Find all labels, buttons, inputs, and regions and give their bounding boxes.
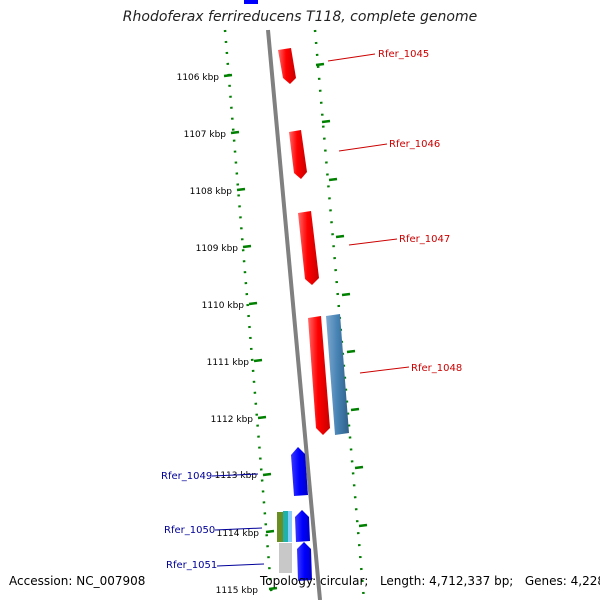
gene-rfer-1047[interactable]: Rfer_1047 — [298, 211, 450, 285]
gene-rfer-1045[interactable]: Rfer_1045 — [278, 48, 429, 84]
gene-leader-line — [348, 238, 398, 246]
feature-block — [326, 314, 349, 435]
tick-label: 1106 kbp — [177, 73, 220, 83]
gene-leader-line — [216, 563, 265, 567]
left-tick-track — [223, 29, 274, 600]
genome-backbone — [266, 29, 322, 600]
tick-label: 1111 kbp — [207, 358, 250, 368]
feature-block — [277, 512, 283, 542]
tick-1106: 1106 kbp — [177, 73, 233, 83]
gene-leader-line — [338, 143, 388, 152]
gene-arrow[interactable] — [297, 542, 312, 581]
gene-label[interactable]: Rfer_1050 — [164, 525, 215, 536]
topology-text: Topology: circular; — [260, 574, 369, 588]
gene-arrow[interactable] — [295, 510, 310, 542]
genome-summary: Topology: circular; Length: 4,712,337 bp… — [260, 574, 600, 588]
gene-arrow[interactable] — [291, 447, 308, 496]
gene-partial-top — [244, 0, 258, 4]
tick-1115: 1115 kbp — [216, 586, 278, 596]
tick-label: 1113 kbp — [215, 471, 258, 481]
tick-label: 1110 kbp — [202, 301, 245, 311]
tick-label: 1108 kbp — [190, 187, 233, 197]
tick-1112: 1112 kbp — [211, 415, 267, 425]
feature-block — [288, 511, 292, 542]
tick-1113: 1113 kbp — [215, 471, 272, 481]
gene-arrow[interactable] — [308, 316, 330, 435]
tick-1114: 1114 kbp — [217, 529, 275, 539]
gene-rfer-1049[interactable]: Rfer_1049 — [161, 447, 308, 496]
tick-label: 1112 kbp — [211, 415, 254, 425]
gene-arrow[interactable] — [298, 211, 319, 285]
gene-rfer-1046[interactable]: Rfer_1046 — [289, 130, 440, 179]
tick-label: 1114 kbp — [217, 529, 260, 539]
gene-count-text: Genes: 4,228 — [524, 574, 600, 588]
feature-block — [283, 511, 288, 542]
tick-label: 1115 kbp — [216, 586, 259, 596]
tick-1108: 1108 kbp — [190, 187, 246, 197]
gene-label[interactable]: Rfer_1051 — [166, 560, 217, 571]
gene-rfer-1048[interactable]: Rfer_1048 — [308, 314, 462, 435]
gene-leader-line — [327, 53, 376, 62]
gene-leader-line — [214, 527, 263, 531]
gene-rfer-1051[interactable]: Rfer_1051 — [166, 542, 312, 581]
gene-rfer-1050[interactable]: Rfer_1050 — [164, 510, 310, 542]
feature-block — [279, 543, 292, 573]
gene-arrow[interactable] — [289, 130, 307, 179]
gene-label[interactable]: Rfer_1045 — [378, 49, 429, 60]
gene-leader-line — [359, 366, 410, 374]
tick-1107: 1107 kbp — [184, 130, 240, 140]
tick-1111: 1111 kbp — [207, 358, 263, 368]
gene-leader-line — [211, 473, 259, 477]
tick-1109: 1109 kbp — [196, 244, 252, 254]
accession-text: Accession: NC_007908 — [9, 574, 146, 588]
gene-label[interactable]: Rfer_1047 — [399, 234, 450, 245]
right-track-major-marks — [315, 62, 368, 528]
gene-label[interactable]: Rfer_1049 — [161, 471, 212, 482]
length-text: Length: 4,712,337 bp; — [379, 574, 514, 588]
tick-label: 1109 kbp — [196, 244, 239, 254]
gene-arrow[interactable] — [278, 48, 296, 84]
genome-title: Rhodoferax ferrireducens T118, complete … — [122, 9, 478, 25]
tick-label: 1107 kbp — [184, 130, 227, 140]
kbp-ticks: 1106 kbp 1107 kbp 1108 kbp 1109 kbp 1110… — [177, 73, 278, 596]
gene-label[interactable]: Rfer_1048 — [411, 363, 462, 374]
tick-1110: 1110 kbp — [202, 301, 258, 311]
gene-label[interactable]: Rfer_1046 — [389, 139, 440, 150]
